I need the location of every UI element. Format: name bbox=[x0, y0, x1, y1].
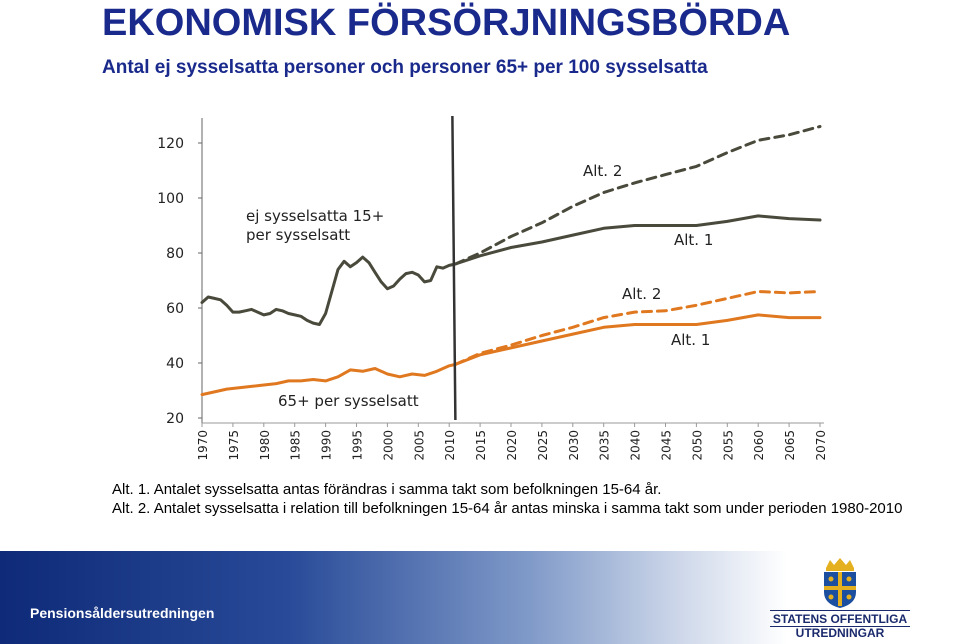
annotation-orange-alt2: Alt. 2 bbox=[622, 285, 661, 303]
annotation-dark-alt2: Alt. 2 bbox=[583, 162, 622, 180]
sou-logo: STATENS OFFENTLIGA UTREDNINGAR bbox=[766, 556, 914, 640]
y-tick-label: 20 bbox=[166, 411, 184, 427]
x-tick-label: 2070 bbox=[814, 430, 828, 461]
series-line-dark-alt2 bbox=[453, 125, 822, 266]
y-tick-label: 80 bbox=[166, 246, 184, 262]
series-line-orange-hist bbox=[200, 362, 457, 397]
projection-divider-line bbox=[451, 115, 457, 421]
x-tick-label: 2055 bbox=[721, 430, 735, 461]
y-tick-label: 40 bbox=[166, 356, 184, 372]
x-tick-label: 2050 bbox=[690, 430, 704, 461]
x-tick-label: 2005 bbox=[412, 430, 426, 461]
y-tick-label: 120 bbox=[157, 136, 184, 152]
x-tick-label: 2030 bbox=[567, 430, 581, 461]
x-tick-label: 2000 bbox=[381, 430, 395, 461]
annotation-dark-alt1: Alt. 1 bbox=[674, 231, 713, 249]
note-alt1: Alt. 1. Antalet sysselsatta antas föränd… bbox=[112, 481, 662, 498]
x-tick-label: 1985 bbox=[289, 430, 303, 461]
x-tick-label: 1990 bbox=[320, 430, 334, 461]
x-tick-label: 2010 bbox=[443, 430, 457, 461]
x-tick-label: 2035 bbox=[598, 430, 612, 461]
footer-band: Pensionsåldersutredningen bbox=[0, 551, 960, 644]
x-tick-label: 1995 bbox=[351, 430, 365, 461]
logo-line1: STATENS OFFENTLIGA bbox=[772, 612, 908, 626]
x-tick-label: 2020 bbox=[505, 430, 519, 461]
page-subtitle: Antal ej sysselsatta personer och person… bbox=[102, 57, 708, 78]
series-line-orange-alt1 bbox=[453, 313, 822, 366]
x-tick-label: 1980 bbox=[258, 430, 272, 461]
series-line-dark-alt1 bbox=[453, 214, 822, 266]
series-line-orange-alt2 bbox=[453, 290, 822, 366]
annotation-elderly: 65+ per sysselsatt bbox=[278, 392, 419, 410]
series-line-dark-hist bbox=[200, 255, 457, 326]
x-tick-label: 2025 bbox=[536, 430, 550, 461]
y-tick-label: 60 bbox=[166, 301, 184, 317]
x-tick-label: 2065 bbox=[783, 430, 797, 461]
logo-line2: UTREDNINGAR bbox=[795, 626, 885, 640]
annotation-non-employed-line1: ej sysselsatta 15+ bbox=[246, 207, 384, 225]
annotation-non-employed-line2: per sysselsatt bbox=[246, 226, 350, 244]
annotation-orange-alt1: Alt. 1 bbox=[671, 331, 710, 349]
y-tick-label: 100 bbox=[157, 191, 184, 207]
notes-block: Alt. 1. Antalet sysselsatta antas föränd… bbox=[112, 480, 932, 518]
footer-organization: Pensionsåldersutredningen bbox=[30, 605, 215, 621]
x-tick-label: 2045 bbox=[660, 430, 674, 461]
x-tick-label: 1970 bbox=[196, 430, 210, 461]
note-alt2: Alt. 2. Antalet sysselsatta i relation t… bbox=[112, 500, 903, 517]
x-tick-label: 2015 bbox=[474, 430, 488, 461]
x-tick-label: 1975 bbox=[227, 430, 241, 461]
x-tick-label: 2060 bbox=[752, 430, 766, 461]
page-title: EKONOMISK FÖRSÖRJNINGSBÖRDA bbox=[102, 2, 791, 44]
x-tick-label: 2040 bbox=[629, 430, 643, 461]
crown-shield-icon bbox=[824, 558, 856, 608]
